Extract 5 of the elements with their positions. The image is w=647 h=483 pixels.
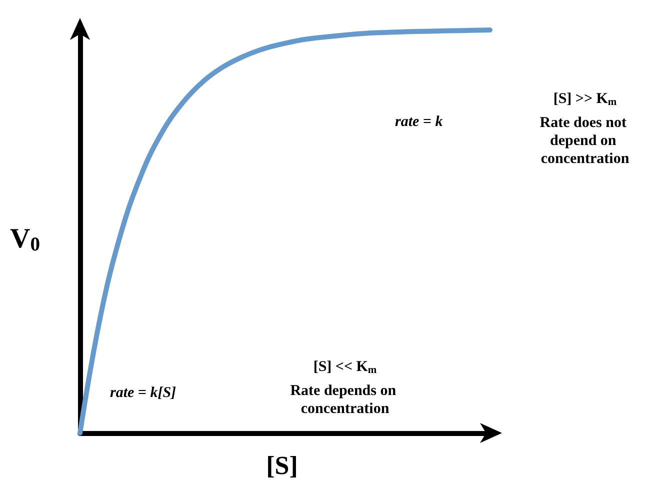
annotation: rate = k bbox=[395, 114, 444, 130]
annotation: rate = k[S] bbox=[110, 385, 176, 401]
annotation: Rate depends on concentration bbox=[290, 383, 400, 417]
text: Rate does not depend on concentration bbox=[540, 115, 630, 167]
x-axis-title: [S] bbox=[266, 451, 298, 480]
